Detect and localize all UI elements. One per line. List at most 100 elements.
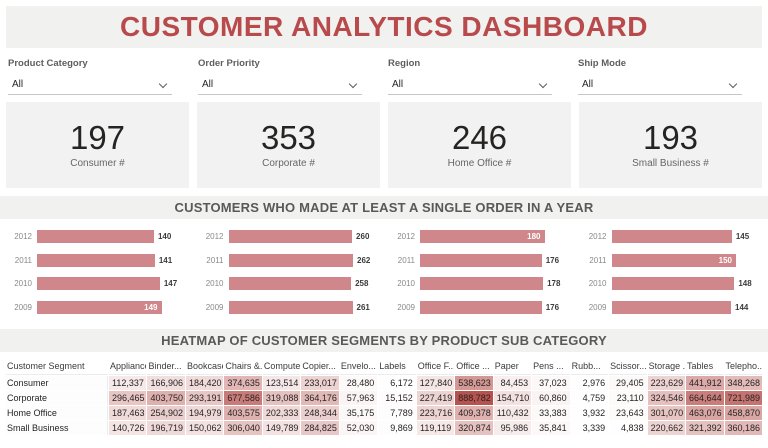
bar-small-business-2012[interactable] (611, 230, 732, 244)
heatmap-cell: 677,586 (224, 391, 262, 405)
heatmap-cell: 202,333 (262, 406, 301, 420)
axis-label-year: 2012 (588, 232, 607, 242)
bar-home-office-2010[interactable] (420, 277, 544, 291)
bar-track: 145 (611, 226, 763, 248)
bar-consumer-2009[interactable]: 149 (37, 300, 162, 314)
heatmap-cell: 403,575 (224, 406, 262, 420)
bar-track: 140 (37, 226, 188, 248)
chevron-down-icon (348, 79, 358, 88)
axis-label-year: 2009 (397, 302, 415, 312)
heatmap-cell: 23,110 (609, 391, 647, 405)
heatmap-cell: 187,463 (109, 406, 147, 420)
bar-corporate-2012[interactable] (228, 230, 353, 244)
bar-home-office-2012[interactable]: 180 (420, 230, 545, 244)
heatmap-cell: 360,186 (724, 421, 762, 435)
axis-label-year: 2011 (14, 255, 32, 265)
bar-small-business-2010[interactable] (611, 277, 735, 291)
bar-value-label: 261 (356, 302, 370, 312)
bar-track: 144 (611, 296, 763, 318)
page-title: CUSTOMER ANALYTICS DASHBOARD (6, 6, 762, 48)
bar-consumer-2011[interactable] (37, 253, 155, 267)
axis-label-year: 2010 (205, 279, 224, 289)
filter-region-dropdown[interactable]: All (388, 77, 552, 95)
bar-value-label: 176 (545, 302, 560, 312)
filter-ship-mode-dropdown[interactable]: All (578, 77, 742, 95)
heatmap-cell: 296,465 (109, 391, 147, 405)
filter-label: Region (388, 58, 421, 69)
bar-home-office-2011[interactable] (420, 253, 542, 267)
heatmap-cell: 127,840 (416, 376, 455, 390)
heatmap-cell: 52,030 (339, 421, 378, 435)
bar-track: 261 (228, 296, 380, 318)
heatmap-cell: 35,841 (532, 421, 570, 435)
bar-row: 2009 176 (389, 296, 571, 318)
heatmap-column-header: Labels (378, 357, 416, 375)
heatmap-cell: 150,062 (185, 421, 224, 435)
heatmap-cell: 233,017 (301, 376, 339, 390)
heatmap-cell: 2,976 (570, 376, 609, 390)
bar-small-business-2011[interactable]: 150 (611, 253, 736, 267)
heatmap-column-header: Envelo... (339, 357, 378, 375)
bar-consumer-2012[interactable] (37, 230, 154, 244)
axis-label-year: 2011 (397, 255, 415, 265)
heatmap-column-header: Copier... (301, 357, 339, 375)
bar-corporate-2009[interactable] (228, 300, 353, 314)
heatmap-cell: 112,337 (109, 376, 147, 390)
kpi-label: Home Office # (447, 158, 512, 170)
heatmap-cell: 293,191 (185, 391, 224, 405)
bar-value-label: 141 (158, 255, 173, 265)
heatmap-column-header: Tables (686, 357, 724, 375)
bar-track: 150 (611, 249, 763, 271)
heatmap-row-label: Corporate (6, 391, 108, 405)
bar-value-label: 178 (547, 279, 561, 289)
bar-corporate-2011[interactable] (228, 253, 353, 267)
heatmap-cell: 7,789 (378, 406, 416, 420)
heatmap-corner-header: Customer Segment (6, 357, 108, 375)
bar-row: 2010 178 (389, 273, 571, 295)
heatmap-cell: 4,838 (609, 421, 647, 435)
bar-row: 2012 145 (581, 226, 763, 248)
heatmap-cell: 319,088 (262, 391, 301, 405)
bar-track: 176 (420, 296, 571, 318)
heatmap-cell: 320,874 (455, 421, 493, 435)
axis-label-year: 2010 (588, 279, 607, 289)
heatmap-cell: 374,635 (224, 376, 262, 390)
kpi-card-consumer: 197 Consumer # (6, 102, 189, 188)
filter-order-priority: Order Priority All (198, 58, 380, 95)
filter-selected-value: All (582, 79, 594, 90)
kpi-card-small-business: 193 Small Business # (579, 102, 762, 188)
bar-corporate-2010[interactable] (228, 277, 352, 291)
bar-value-label: 150 (718, 255, 732, 265)
heatmap-cell: 37,023 (532, 376, 570, 390)
bar-row: 2012 260 (198, 226, 380, 248)
chart-consumer: 2012 140 2011 141 2010 147 2009 149 (4, 223, 190, 321)
heatmap-cell: 196,719 (147, 421, 185, 435)
heatmap-cell: 306,040 (224, 421, 262, 435)
section-title-orders-per-year: CUSTOMERS WHO MADE AT LEAST A SINGLE ORD… (0, 196, 768, 219)
yearly-orders-charts: 2012 140 2011 141 2010 147 2009 149 2012 260 2011 2… (0, 219, 768, 321)
filter-order-priority-dropdown[interactable]: All (198, 77, 362, 95)
bar-row: 2009 144 (581, 296, 763, 318)
heatmap-column-header: Office F... (416, 357, 455, 375)
heatmap-cell: 664,644 (686, 391, 724, 405)
filter-product-category-dropdown[interactable]: All (8, 77, 172, 95)
heatmap-cell: 3,339 (570, 421, 609, 435)
bar-consumer-2010[interactable] (37, 277, 160, 291)
filter-selected-value: All (392, 79, 404, 90)
chevron-down-icon (538, 79, 548, 88)
kpi-label: Small Business # (632, 158, 709, 170)
heatmap-cell: 463,076 (686, 406, 724, 420)
heatmap-cell: 324,546 (647, 391, 686, 405)
bar-track: 149 (37, 296, 188, 318)
kpi-card-corporate: 353 Corporate # (197, 102, 380, 188)
chart-corporate: 2012 260 2011 262 2010 258 2009 261 (196, 223, 382, 321)
bar-small-business-2009[interactable] (611, 300, 732, 314)
bar-track: 178 (420, 273, 571, 295)
bar-value-label: 176 (545, 255, 560, 265)
bar-value-label: 144 (735, 302, 749, 312)
heatmap-cell: 140,726 (109, 421, 147, 435)
bar-home-office-2009[interactable] (420, 300, 542, 314)
heatmap-cell: 154,710 (493, 391, 532, 405)
heatmap-cell: 254,902 (147, 406, 185, 420)
heatmap-cell: 35,175 (339, 406, 378, 420)
